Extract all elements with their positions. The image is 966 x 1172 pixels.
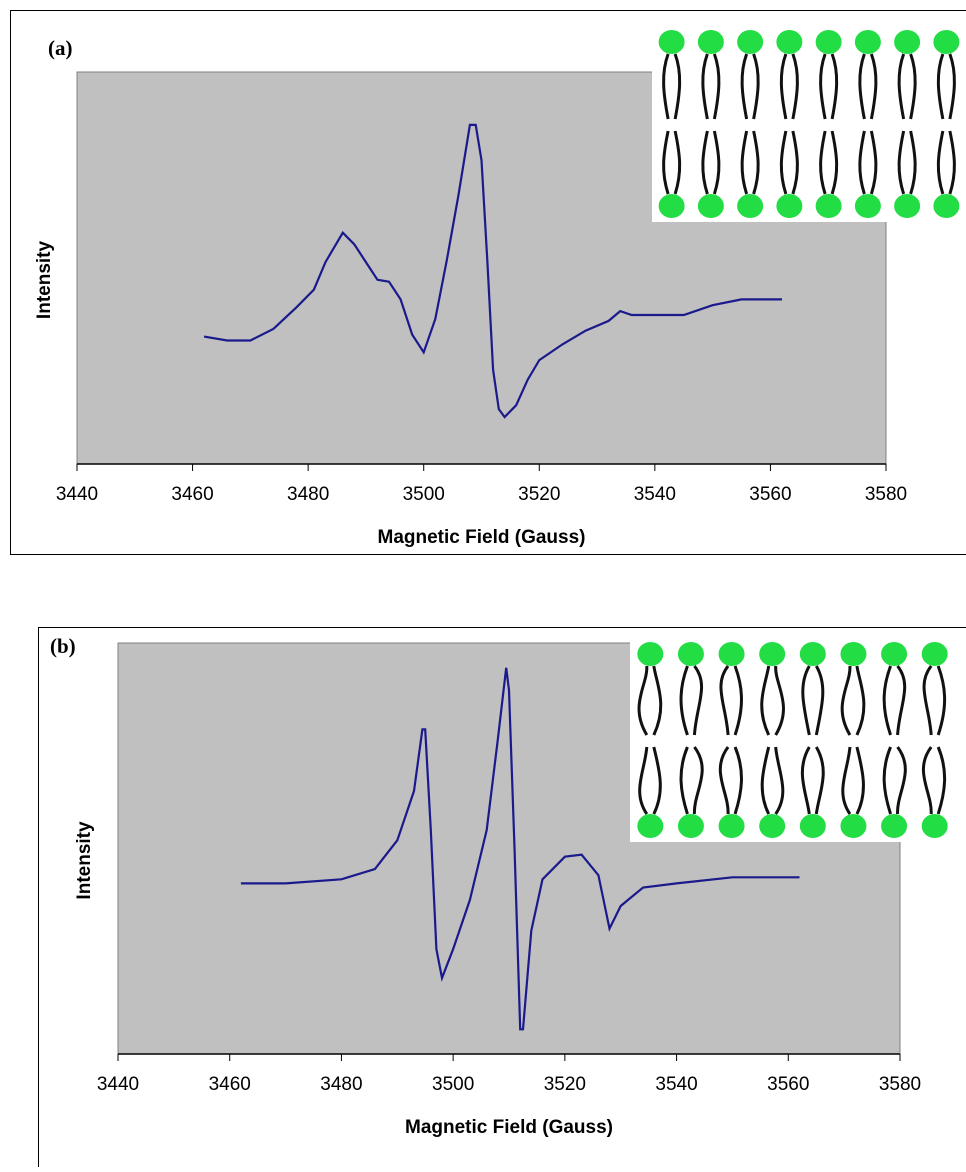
lipid-head bbox=[894, 30, 920, 54]
lipid-head bbox=[800, 814, 826, 838]
lipid-head bbox=[894, 194, 920, 218]
x-axis-title: Magnetic Field (Gauss) bbox=[405, 1117, 613, 1138]
x-tick-label: 3460 bbox=[209, 1074, 251, 1095]
lipid-head bbox=[881, 642, 907, 666]
x-tick-label: 3500 bbox=[432, 1074, 474, 1095]
lipid-head bbox=[719, 642, 745, 666]
x-tick-label: 3560 bbox=[749, 484, 791, 505]
y-axis-title: Intensity bbox=[74, 821, 95, 900]
x-tick-label: 3560 bbox=[767, 1074, 809, 1095]
lipid-head bbox=[678, 814, 704, 838]
lipid-head bbox=[737, 30, 763, 54]
lipid-head bbox=[637, 814, 663, 838]
lipid-head bbox=[933, 30, 959, 54]
lipid-head bbox=[840, 642, 866, 666]
lipid-head bbox=[816, 194, 842, 218]
lipid-head bbox=[698, 194, 724, 218]
x-tick-label: 3480 bbox=[287, 484, 329, 505]
x-tick-label: 3580 bbox=[879, 1074, 921, 1095]
lipid-head bbox=[922, 814, 948, 838]
lipid-head bbox=[800, 642, 826, 666]
y-axis-title: Intensity bbox=[34, 241, 55, 320]
x-tick-label: 3500 bbox=[403, 484, 445, 505]
x-tick-label: 3520 bbox=[518, 484, 560, 505]
lipid-head bbox=[737, 194, 763, 218]
lipid-head bbox=[759, 814, 785, 838]
inset-background bbox=[652, 28, 966, 222]
lipid-head bbox=[855, 194, 881, 218]
lipid-head bbox=[659, 194, 685, 218]
x-tick-label: 3540 bbox=[655, 1074, 697, 1095]
lipid-head bbox=[922, 642, 948, 666]
x-axis-title: Magnetic Field (Gauss) bbox=[378, 527, 586, 548]
panel-label: (b) bbox=[50, 634, 76, 658]
lipid-head bbox=[881, 814, 907, 838]
lipid-head bbox=[776, 30, 802, 54]
lipid-head bbox=[719, 814, 745, 838]
panel-label: (a) bbox=[48, 36, 73, 60]
lipid-head bbox=[759, 642, 785, 666]
lipid-head bbox=[776, 194, 802, 218]
x-tick-label: 3440 bbox=[97, 1074, 139, 1095]
lipid-head bbox=[698, 30, 724, 54]
lipid-head bbox=[933, 194, 959, 218]
x-tick-label: 3540 bbox=[634, 484, 676, 505]
lipid-head bbox=[659, 30, 685, 54]
x-tick-label: 3580 bbox=[865, 484, 907, 505]
x-tick-label: 3480 bbox=[320, 1074, 362, 1095]
lipid-head bbox=[855, 30, 881, 54]
lipid-head bbox=[678, 642, 704, 666]
lipid-head bbox=[816, 30, 842, 54]
inset-background bbox=[630, 640, 955, 842]
lipid-head bbox=[637, 642, 663, 666]
x-tick-label: 3520 bbox=[544, 1074, 586, 1095]
x-tick-label: 3440 bbox=[56, 484, 98, 505]
x-tick-label: 3460 bbox=[171, 484, 213, 505]
lipid-head bbox=[840, 814, 866, 838]
